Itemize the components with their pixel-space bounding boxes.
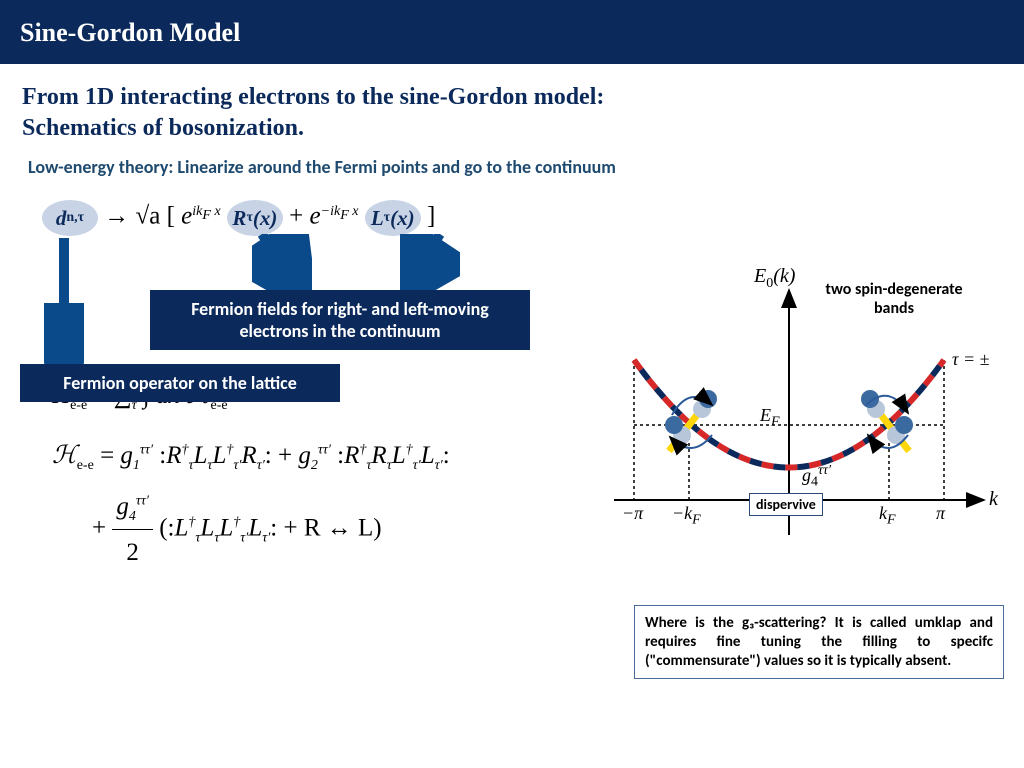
g3-note-box: Where is the g₃-scattering? It is called…: [634, 605, 1004, 679]
xtick-mpi: −π: [622, 503, 643, 524]
d-operator-ellipse: dn,τ: [42, 200, 98, 236]
dispersion-graph: E0(k) k EF τ = ± g4ττ′ −π −kF kF π dispe…: [574, 275, 1004, 575]
slide-caption: Low-energy theory: Linearize around the …: [0, 146, 1024, 178]
fields-label-box: Fermion fields for right- and left-movin…: [150, 290, 530, 350]
decomposition-formula: dn,τ → √a [ eikF x Rτ(x) + e−ikF x Lτ(x)…: [22, 188, 1002, 248]
arrow-L-to-fields: [400, 234, 460, 294]
lattice-label: Fermion operator on the lattice: [63, 372, 297, 394]
subtitle-line1: From 1D interacting electrons to the sin…: [22, 84, 604, 110]
arrow-d-to-lattice: [44, 238, 84, 368]
slide-title: Sine-Gordon Model: [20, 18, 240, 47]
arrow-R-to-fields: [252, 234, 312, 294]
g3-note-text: Where is the g₃-scattering? It is called…: [645, 614, 993, 670]
fields-label-l1: Fermion fields for right- and left-movin…: [191, 298, 489, 320]
arrow-glyph: → √a [: [104, 203, 181, 230]
x-axis-label: k: [989, 488, 998, 511]
dispersive-box: dispervive: [749, 493, 823, 516]
R-field-ellipse: Rτ(x): [227, 200, 283, 236]
lattice-label-box: Fermion operator on the lattice: [20, 364, 340, 402]
xtick-mkf: −kF: [672, 503, 701, 529]
subtitle-line2: Schematics of bosonization.: [22, 115, 304, 141]
tau-label: τ = ±: [952, 349, 989, 370]
slide-header: Sine-Gordon Model: [0, 0, 1024, 64]
xtick-kf: kF: [879, 503, 896, 529]
fermi-label: EF: [760, 405, 780, 431]
y-axis-label: E0(k): [754, 265, 795, 292]
fields-label-l2: electrons in the continuum: [239, 320, 440, 342]
dispersion-svg: [574, 275, 1004, 575]
xtick-pi: π: [936, 503, 945, 524]
L-field-ellipse: Lτ(x): [365, 200, 421, 236]
g4-label: g4ττ′: [802, 463, 831, 491]
slide-subtitle: From 1D interacting electrons to the sin…: [0, 64, 1024, 146]
